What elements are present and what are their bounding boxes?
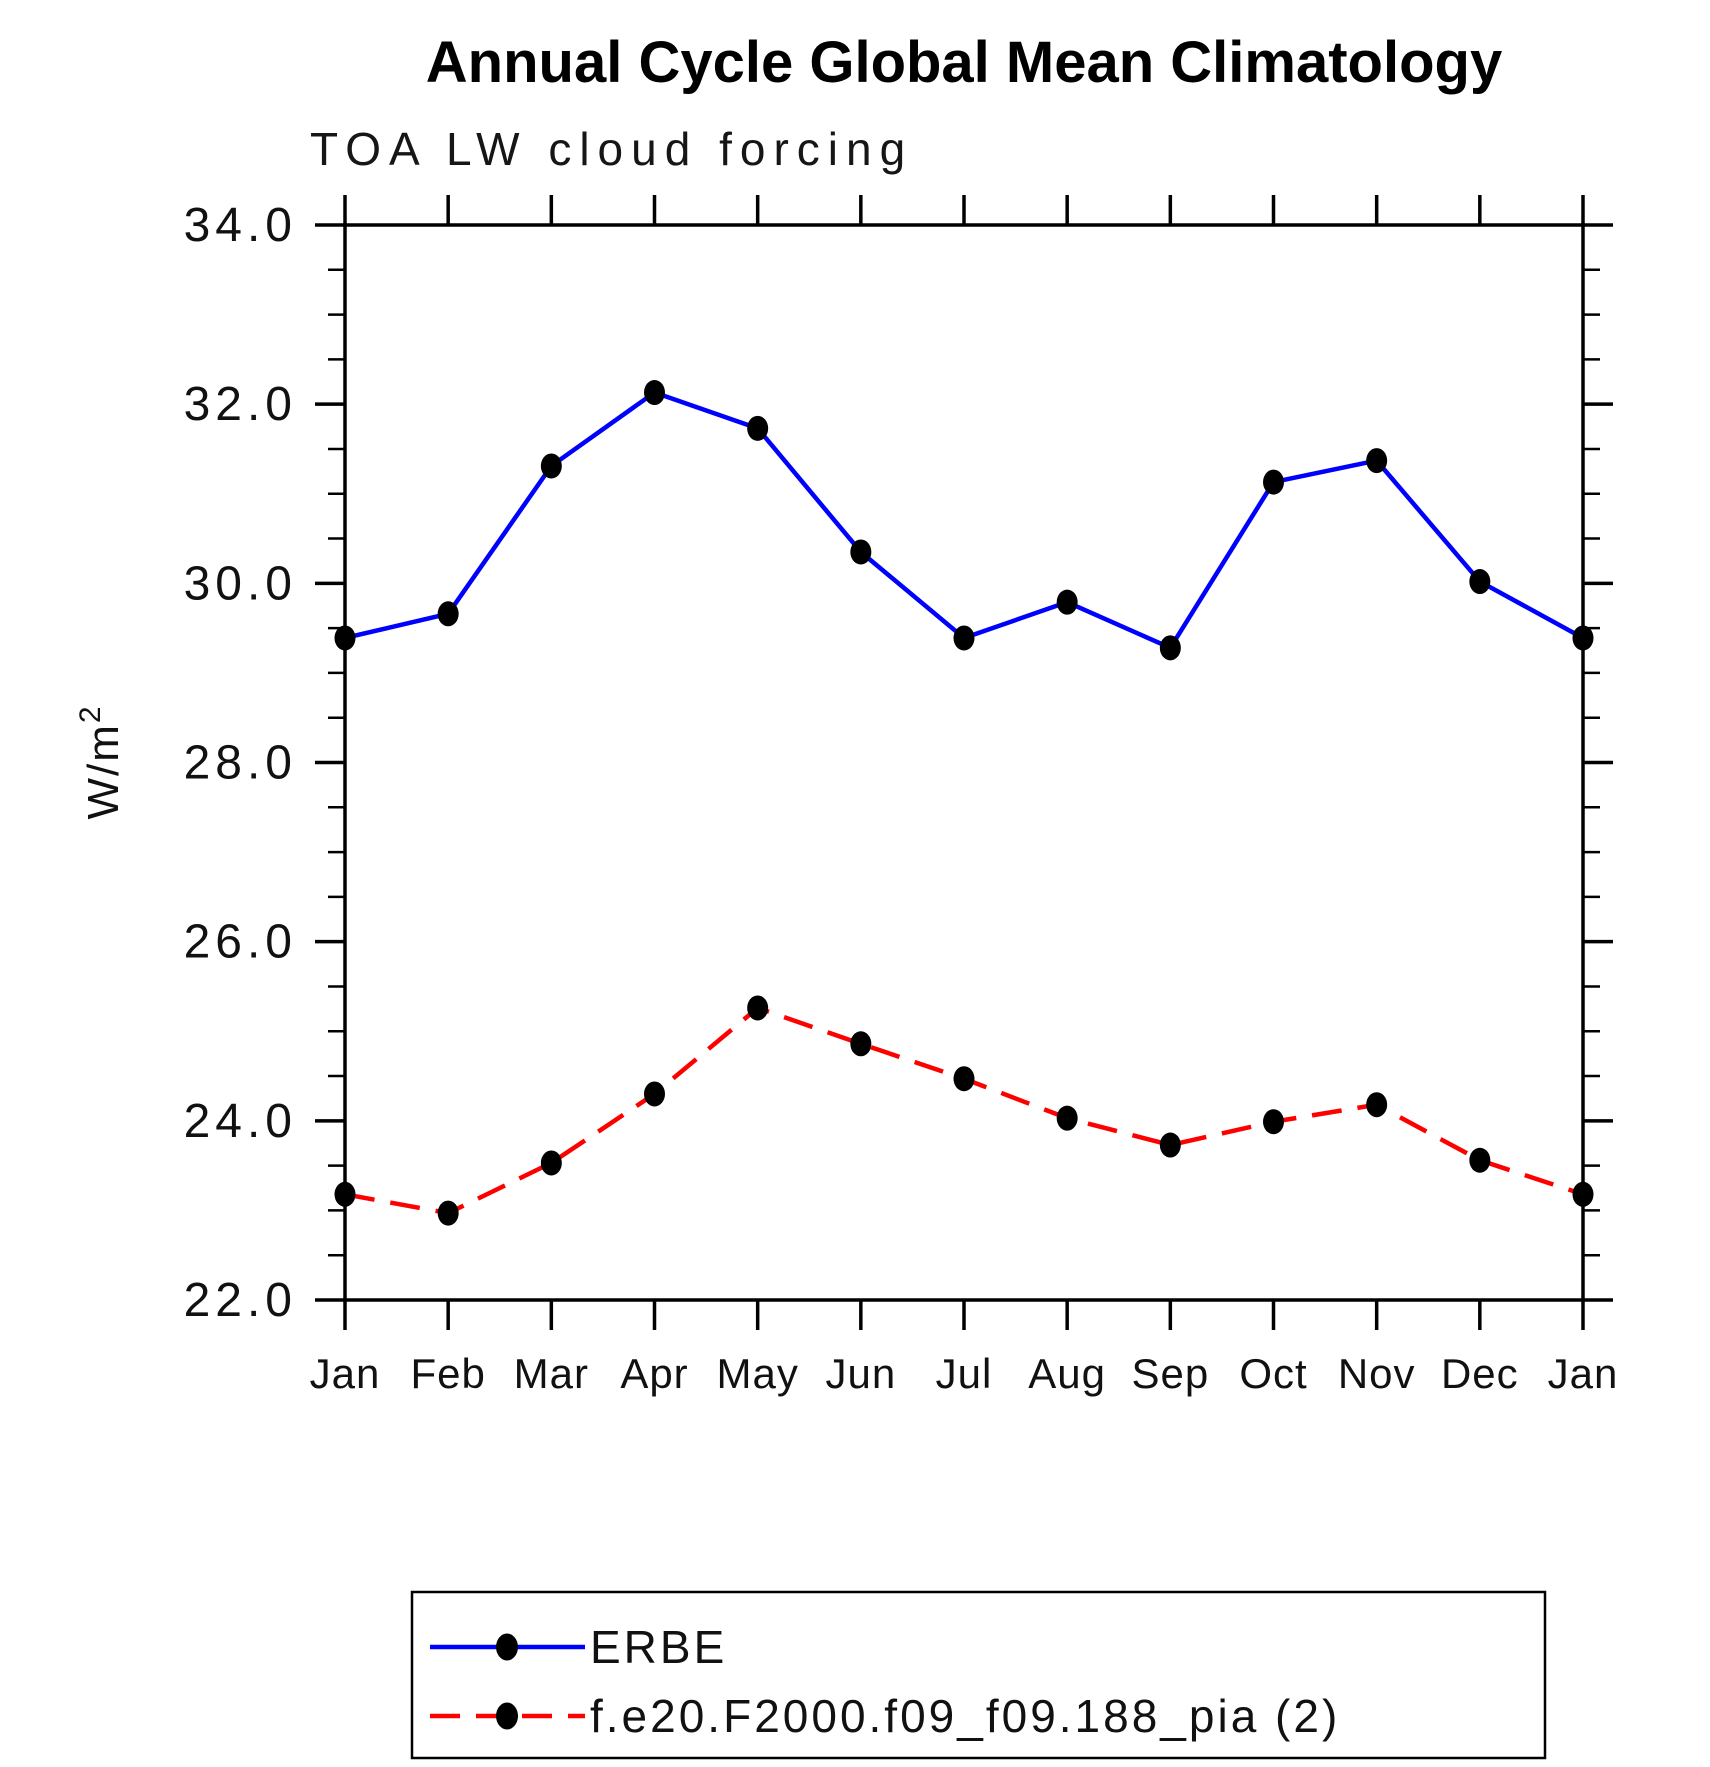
data-point — [437, 601, 459, 627]
axis-labels: 22.0 24.0 26.0 28.0 30.0 32.0 34.0 Jan Feb Mar Apr… — [184, 199, 1619, 1397]
y-tick-label: 34.0 — [184, 199, 297, 252]
x-tick-label: Jan — [1548, 1350, 1619, 1397]
legend-label: f.e20.F2000.f09_f09.188_pia (2) — [590, 1690, 1340, 1742]
data-point — [540, 453, 562, 479]
data-point — [1572, 625, 1594, 651]
legend-label: ERBE — [590, 1621, 727, 1673]
data-point — [1056, 1105, 1078, 1131]
data-point — [1572, 1181, 1594, 1207]
y-tick-label: 26.0 — [184, 916, 297, 969]
x-tick-label: Aug — [1028, 1350, 1106, 1397]
axis-ticks — [315, 195, 1613, 1330]
legend-marker — [496, 1633, 518, 1661]
y-tick-label: 28.0 — [184, 737, 297, 790]
data-point — [1159, 1132, 1181, 1158]
data-point — [1469, 569, 1491, 595]
chart-subtitle: TOA LW cloud forcing — [310, 123, 913, 175]
x-tick-label: May — [716, 1350, 798, 1397]
series-line-model — [344, 1005, 1584, 1216]
chart-legend: ERBE f.e20.F2000.f09_f09.188_pia (2) — [410, 1590, 1547, 1760]
data-point — [1159, 635, 1181, 661]
data-point — [953, 625, 975, 651]
series-line-erbe — [344, 390, 1585, 651]
x-tick-label: Jun — [825, 1350, 896, 1397]
x-tick-label: Nov — [1338, 1350, 1416, 1397]
x-tick-label: Dec — [1441, 1350, 1519, 1397]
data-point — [1056, 589, 1078, 615]
data-point — [850, 1031, 872, 1057]
plot-frame — [343, 223, 1585, 1302]
data-point — [1263, 1109, 1284, 1135]
y-tick-label: 32.0 — [184, 378, 297, 431]
data-point — [1263, 469, 1284, 495]
data-point — [1366, 448, 1388, 474]
data-point — [953, 1066, 975, 1092]
x-tick-label: Jan — [310, 1350, 381, 1397]
x-tick-label: Sep — [1131, 1350, 1209, 1397]
data-point — [334, 1181, 356, 1207]
x-tick-label: Apr — [620, 1350, 688, 1397]
chart-title: Annual Cycle Global Mean Climatology — [426, 30, 1502, 95]
data-point — [644, 380, 665, 406]
data-point — [747, 995, 769, 1021]
data-point — [334, 625, 356, 651]
y-axis-title: W/m2 — [74, 704, 128, 819]
y-axis-title-sup: 2 — [74, 704, 107, 723]
data-point — [850, 539, 872, 565]
x-tick-label: Mar — [514, 1350, 589, 1397]
legend-marker — [496, 1702, 518, 1730]
legend-box — [410, 1590, 1547, 1760]
data-point — [644, 1081, 665, 1107]
y-tick-label: 30.0 — [184, 557, 297, 610]
data-point — [437, 1200, 459, 1226]
x-tick-label: Jul — [936, 1350, 993, 1397]
y-tick-label: 22.0 — [184, 1274, 297, 1327]
data-point — [1469, 1147, 1491, 1173]
x-tick-label: Oct — [1239, 1350, 1307, 1397]
data-point — [747, 415, 769, 441]
x-tick-label: Feb — [410, 1350, 485, 1397]
data-point — [1366, 1092, 1388, 1118]
y-tick-label: 24.0 — [184, 1095, 297, 1148]
data-series — [334, 380, 1594, 1226]
data-point — [540, 1150, 562, 1176]
